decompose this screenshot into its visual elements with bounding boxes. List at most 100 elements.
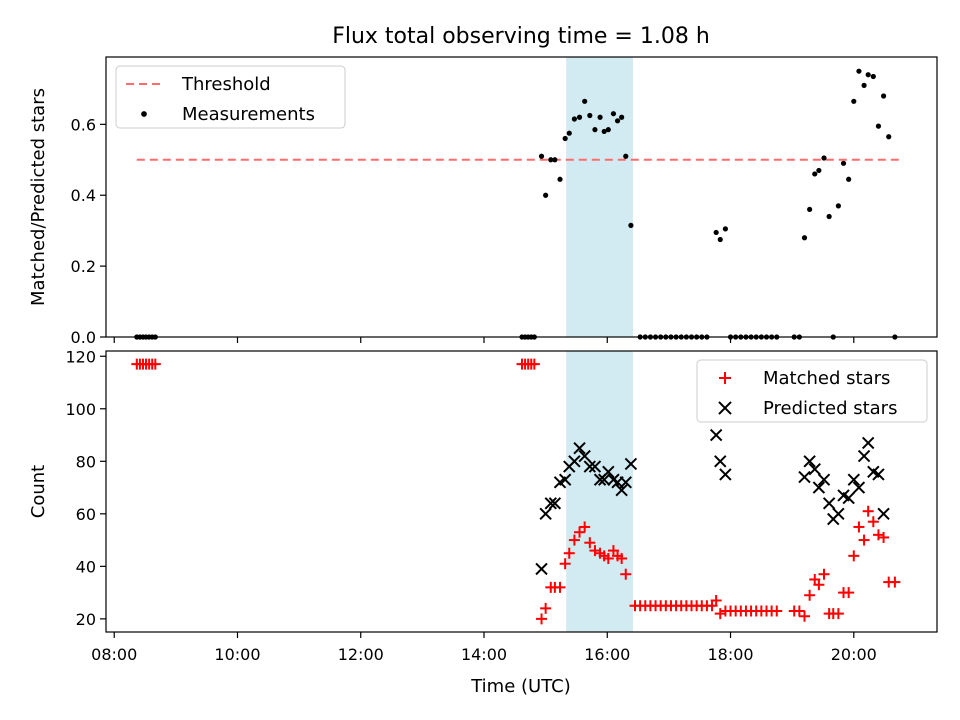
data-point — [875, 123, 882, 129]
data-point — [714, 608, 726, 620]
y-tick-label: 60 — [76, 505, 96, 524]
data-point — [554, 581, 566, 593]
data-point — [808, 462, 821, 476]
data-point — [592, 127, 598, 133]
data-point — [771, 605, 783, 617]
data-point — [597, 114, 603, 120]
data-point — [605, 127, 611, 133]
data-point — [559, 558, 571, 570]
legend-label: Matched stars — [763, 368, 890, 389]
data-point — [812, 171, 818, 177]
x-tick-label: 10:00 — [214, 645, 260, 664]
data-point — [803, 455, 816, 468]
data-point — [589, 545, 601, 557]
x-tick-label: 14:00 — [461, 645, 507, 664]
y-tick-label: 80 — [76, 452, 96, 471]
data-point — [816, 167, 822, 174]
data-point — [801, 235, 808, 241]
top-panel-ratio: 0.0 0.2 0.4 0.6 Matched/Predicted stars Thres… — [28, 56, 938, 347]
data-point — [807, 206, 813, 213]
data-point — [568, 455, 581, 468]
data-point — [583, 460, 597, 473]
legend-marker — [718, 371, 732, 385]
legend-marker — [141, 111, 147, 117]
data-point — [870, 73, 876, 80]
data-point — [566, 130, 572, 136]
chart-title: Flux total observing time = 1.08 h — [332, 24, 710, 49]
data-point — [826, 213, 832, 220]
x-tick-label: 12:00 — [338, 645, 384, 664]
data-point — [865, 72, 871, 78]
data-point — [832, 608, 844, 620]
data-point — [861, 82, 867, 88]
data-point — [558, 473, 572, 486]
y-tick-label: 40 — [76, 557, 96, 576]
data-point — [544, 497, 557, 510]
data-point — [835, 203, 841, 209]
data-point — [597, 473, 611, 486]
x-tick-label: 20:00 — [831, 645, 877, 664]
data-point — [861, 436, 875, 450]
data-point — [538, 153, 545, 159]
data-point — [798, 610, 810, 622]
data-point — [812, 481, 826, 494]
y-tick-label: 0.2 — [71, 257, 96, 276]
legend: Matched stars Predicted stars — [696, 359, 928, 423]
data-point — [576, 114, 583, 120]
data-point — [821, 155, 827, 161]
data-point — [877, 507, 890, 521]
data-point — [616, 552, 628, 564]
data-point — [858, 534, 870, 546]
series-matched-stars — [131, 358, 901, 625]
x-axis-label: Time (UTC) — [470, 676, 571, 697]
y-tick-label: 20 — [76, 610, 96, 629]
y-tick-label: 0.0 — [71, 328, 96, 347]
data-point — [852, 481, 866, 494]
data-point — [619, 476, 632, 489]
data-point — [813, 579, 825, 591]
data-point — [817, 473, 831, 486]
legend-label: Measurements — [182, 104, 315, 125]
data-point — [578, 449, 591, 463]
data-point — [717, 236, 723, 243]
data-point — [804, 589, 816, 601]
x-tick-label: 16:00 — [584, 645, 630, 664]
series-predicted-stars — [535, 428, 890, 576]
data-point — [574, 526, 586, 538]
data-point — [713, 229, 719, 236]
highlight-band — [566, 57, 633, 337]
data-point — [548, 497, 562, 510]
data-point — [528, 358, 540, 370]
data-point — [562, 135, 568, 142]
data-point — [719, 468, 732, 481]
data-point — [557, 176, 563, 182]
data-point — [872, 529, 884, 541]
data-point — [540, 602, 552, 614]
legend-marker — [718, 401, 732, 415]
legend: Threshold Measurements — [115, 65, 346, 129]
data-point — [857, 449, 871, 463]
y-axis-label: Count — [28, 465, 49, 518]
y-tick-label: 0.6 — [71, 115, 96, 134]
data-point — [587, 112, 593, 119]
y-tick-label: 100 — [65, 400, 96, 419]
data-point — [548, 157, 554, 163]
data-point — [624, 457, 638, 471]
data-point — [563, 547, 575, 559]
data-point — [818, 568, 830, 580]
data-point — [843, 587, 855, 599]
data-point — [584, 537, 596, 549]
data-point — [851, 98, 857, 104]
data-point — [149, 358, 161, 370]
y-axis-label: Matched/Predicted stars — [28, 88, 49, 306]
data-point — [710, 594, 722, 606]
series-measurements — [134, 68, 898, 340]
legend-label: Threshold — [181, 74, 271, 95]
legend-box — [115, 65, 346, 129]
data-point — [601, 128, 607, 135]
y-tick-label: 120 — [65, 347, 96, 366]
data-point — [543, 192, 549, 198]
data-point — [573, 441, 586, 455]
data-point — [722, 226, 728, 232]
